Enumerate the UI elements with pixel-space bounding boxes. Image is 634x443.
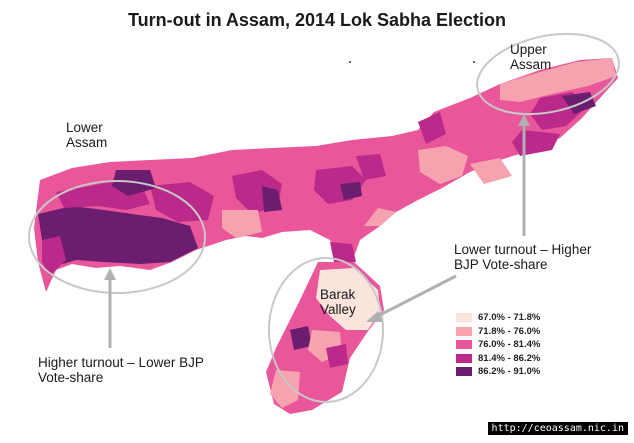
legend-item: 76.0% - 81.4% [456,338,540,351]
annotation-right: Lower turnout – Higher BJP Vote-share [454,242,592,272]
lower-assam-arrow-head [104,268,116,280]
district-central-med-4 [330,242,356,262]
district-barak-dark [290,326,312,350]
legend-swatch [456,353,472,363]
district-central-light-2 [364,208,396,226]
legend-label: 67.0% - 71.8% [478,312,541,323]
district-upper-med-3 [418,112,446,144]
map-title: Turn-out in Assam, 2014 Lok Sabha Electi… [127,10,507,30]
district-central-dark-2 [340,182,362,200]
district-upper-light-2 [418,146,468,184]
legend-label: 86.2% - 91.0% [478,366,541,377]
legend-swatch [456,340,472,349]
legend-label: 71.8% - 76.0% [478,325,541,337]
district-lower-med-3 [42,236,66,276]
annotation-left: Higher turnout – Lower BJP Vote-share [38,355,204,385]
map-legend: 67.0% - 71.8% 71.8% - 76.0% 76.0% - 81.4… [456,311,540,379]
district-central-med-3 [356,154,386,180]
district-upper-dark [562,92,596,114]
district-barak-lightest [316,268,380,330]
barak-arrow-head [366,311,383,322]
district-lower-dark-2 [112,170,156,196]
barak-valley-ellipse [268,257,384,403]
barak-arrow-line [373,274,457,320]
district-upper-med-2 [512,130,560,156]
district-central-light [222,210,262,238]
legend-label: 76.0% - 81.4% [478,339,541,350]
legend-item: 67.0% - 71.8% [456,311,540,324]
barak-valley-label: Barak Valley [320,287,356,317]
legend-swatch [456,313,472,322]
stray-dot [349,61,351,63]
legend-swatch [456,367,472,376]
district-upper-light [500,58,616,102]
district-lower-dark [38,206,198,266]
upper-assam-arrow-head [518,114,530,126]
district-central-dark [262,186,282,212]
lower-assam-label: Lower Assam [66,120,108,150]
upper-assam-label: Upper Assam [510,42,552,72]
legend-swatch [456,326,472,336]
stray-dot [473,61,475,63]
legend-item: 81.4% - 86.2% [456,352,540,365]
legend-item: 71.8% - 76.0% [456,325,540,338]
legend-label: 81.4% - 86.2% [478,352,541,364]
district-lower-med-2 [150,182,214,222]
lower-assam-ellipse [28,180,206,294]
district-upper-light-3 [470,158,512,184]
source-link[interactable]: http://ceoassam.nic.in [487,422,628,435]
legend-item: 86.2% - 91.0% [456,365,540,378]
district-barak-med [326,344,348,368]
upper-assam-ellipse [476,32,620,116]
district-barak-light-2 [270,370,300,408]
